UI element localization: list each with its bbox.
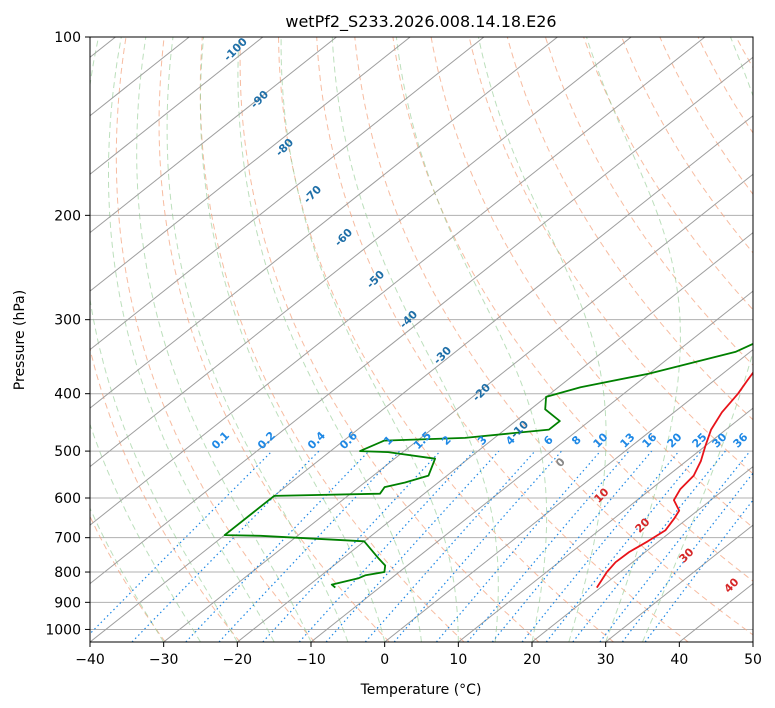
pressure-grid <box>90 37 753 630</box>
plot-frame <box>89 36 754 643</box>
x-tick-label: −20 <box>223 652 253 668</box>
mixing-ratio-line <box>185 450 370 642</box>
x-tick-label: 10 <box>449 652 467 668</box>
isotherm-line <box>90 37 264 175</box>
dry-adiabat-line <box>278 37 614 642</box>
x-tick-label: 30 <box>597 652 615 668</box>
skewed-isotherms <box>90 37 753 642</box>
dry-adiabats <box>90 37 753 642</box>
moist-adiabats <box>90 37 753 642</box>
y-axis-label: Pressure (hPa) <box>12 290 28 390</box>
mixing-ratio-line <box>364 450 536 642</box>
dry-adiabat-line <box>158 37 390 642</box>
y-tick-label: 300 <box>54 313 81 329</box>
dewpoint-line <box>223 342 753 589</box>
isotherm-line <box>90 56 753 585</box>
dry-adiabat-line <box>430 37 753 529</box>
series-lines <box>223 342 753 589</box>
temperature-line <box>596 371 753 589</box>
moist-adiabat-line <box>331 37 499 642</box>
isotherm-line <box>90 37 706 526</box>
mixing-ratio-line <box>545 450 702 642</box>
moist-adiabat-line <box>280 37 459 642</box>
moist-adiabat-line <box>237 37 422 642</box>
mixing-ratio-line <box>262 450 441 642</box>
y-tick-label: 1000 <box>45 622 81 638</box>
isotherm-line <box>236 232 753 642</box>
y-tick-label: 600 <box>54 491 81 507</box>
x-tick-label: 40 <box>670 652 688 668</box>
y-tick-label: 800 <box>54 565 81 581</box>
y-tick-label: 100 <box>54 30 81 46</box>
isotherm-line <box>90 37 485 351</box>
moist-adiabat-line <box>642 37 753 642</box>
y-axis-ticks: 100 200 300 400 500 600 700 800 900 1000 <box>45 30 90 638</box>
isotherm-line <box>90 37 632 468</box>
x-tick-label: 20 <box>523 652 541 668</box>
dry-adiabat-line <box>392 37 753 582</box>
mixing-ratio-line <box>325 450 500 642</box>
x-axis-label: Temperature (°C) <box>360 682 482 698</box>
plot-area: -100-90-80-70-60-50-40-30-20-100.1 0.2 0.4… <box>90 37 753 642</box>
mixing-ratio-line <box>572 450 726 642</box>
mixing-ratio-line <box>298 450 475 642</box>
mixing-ratio-line <box>90 450 273 635</box>
dry-adiabat-line <box>316 37 689 642</box>
dry-adiabat-line <box>115 37 316 642</box>
moist-adiabat-line <box>166 37 349 642</box>
dry-adiabat-line <box>90 515 166 642</box>
x-tick-label: −30 <box>149 652 179 668</box>
moist-adiabat-line <box>395 37 548 642</box>
mixing-ratio-line <box>435 450 601 642</box>
y-tick-label: 700 <box>54 531 81 547</box>
moist-adiabat-line <box>199 37 386 642</box>
y-tick-label: 900 <box>54 595 81 611</box>
y-tick-label: 400 <box>54 387 81 403</box>
moist-adiabat-line <box>586 37 681 642</box>
x-tick-label: 50 <box>744 652 762 668</box>
isotherm-line <box>383 349 753 642</box>
isotherm-line <box>604 524 753 642</box>
moist-adiabat-line <box>477 37 607 642</box>
isotherm-line <box>531 465 753 642</box>
chart-title: wetPf2_S233.2026.008.14.18.E26 <box>285 12 556 32</box>
dry-adiabat-line <box>239 37 540 642</box>
x-tick-label: 0 <box>380 652 389 668</box>
isotherm-line <box>90 37 338 234</box>
isotherm-line <box>457 407 753 642</box>
x-tick-label: −40 <box>75 652 105 668</box>
isotherm-line <box>162 173 753 642</box>
isotherm-line <box>90 37 559 409</box>
x-tick-label: −10 <box>296 652 326 668</box>
mixing-ratio-line <box>131 450 320 642</box>
isotherm-line <box>90 37 411 292</box>
isotherm-line <box>310 290 753 642</box>
isotherm-line <box>90 115 753 642</box>
y-tick-label: 200 <box>54 208 81 224</box>
x-axis-ticks: −40 −30 −20 −10 0 10 20 30 40 50 <box>75 642 762 668</box>
dry-adiabat-line <box>90 346 241 642</box>
y-tick-label: 500 <box>54 444 81 460</box>
